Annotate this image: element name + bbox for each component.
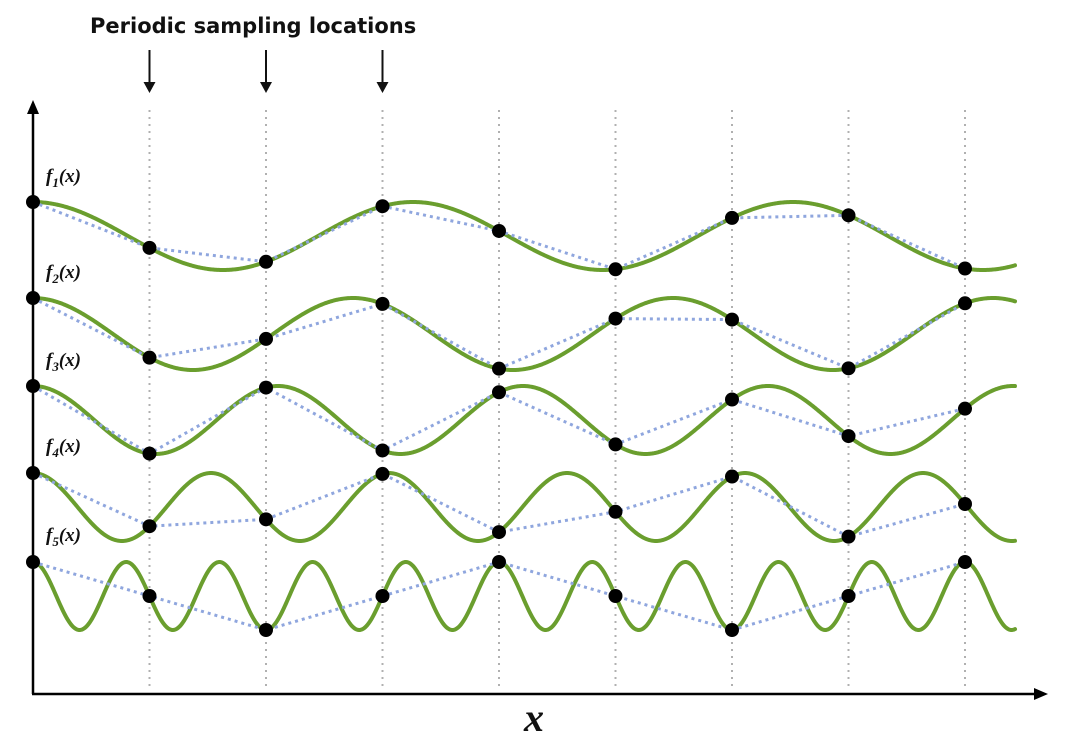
sample-point (142, 589, 157, 603)
sample-point (259, 380, 273, 395)
sample-point (492, 361, 506, 376)
sample-point (375, 199, 390, 214)
sample-point (608, 262, 623, 277)
sample-point (259, 512, 273, 527)
sample-point (26, 466, 40, 480)
sample-point (142, 446, 157, 461)
sample-point (375, 589, 390, 603)
function-curve-f5 (31, 559, 1017, 633)
sample-point (608, 589, 623, 603)
function-curve-f2 (31, 295, 1017, 373)
sample-point (608, 437, 623, 452)
sample-point (259, 254, 273, 269)
x-axis-arrowhead (1034, 688, 1048, 700)
sample-point (958, 497, 972, 512)
sampling-arrowhead (260, 82, 272, 93)
sample-point (492, 525, 506, 540)
y-axis-arrowhead (27, 100, 39, 114)
sample-point (725, 392, 739, 407)
function-label-f5: f5(x) (46, 525, 81, 549)
sample-point (841, 208, 856, 223)
sample-point (841, 529, 856, 544)
sample-point (142, 350, 157, 365)
sample-point (725, 469, 739, 484)
sampling-arrowhead (376, 82, 389, 93)
sample-point (259, 623, 273, 637)
sample-point (375, 296, 390, 311)
function-label-f3: f3(x) (46, 350, 81, 374)
sample-point (375, 443, 390, 458)
sample-point (608, 504, 623, 519)
sample-point (958, 261, 972, 276)
function-label-f1: f1(x) (46, 166, 81, 190)
function-curve-f1 (31, 200, 1017, 272)
sample-point (492, 223, 506, 238)
reconstruction-line-f2 (32, 296, 966, 371)
function-curve-f3 (31, 383, 1017, 456)
sample-point (725, 623, 739, 637)
sample-point (26, 195, 40, 209)
sample-point (841, 429, 856, 444)
sample-point (958, 401, 972, 416)
sample-point (725, 312, 739, 327)
sample-point (608, 311, 623, 326)
sample-point (958, 555, 972, 569)
sample-point (259, 331, 273, 346)
sample-point (26, 379, 40, 393)
sample-point (142, 519, 157, 534)
x-axis-label: x (524, 695, 544, 740)
sample-point (375, 466, 390, 481)
sample-point (26, 555, 40, 569)
sample-point (142, 240, 157, 255)
function-label-f2: f2(x) (46, 262, 81, 286)
reconstruction-line-f4 (32, 471, 966, 539)
function-label-f4: f4(x) (46, 436, 81, 460)
sample-point (958, 296, 972, 311)
sample-point (725, 210, 739, 225)
sample-point (492, 385, 506, 400)
diagram-title: Periodic sampling locations (90, 14, 417, 38)
sample-point (841, 361, 856, 376)
sample-point (26, 291, 40, 305)
sampling-arrowhead (143, 82, 156, 93)
sample-point (841, 589, 856, 603)
sample-point (492, 555, 506, 569)
